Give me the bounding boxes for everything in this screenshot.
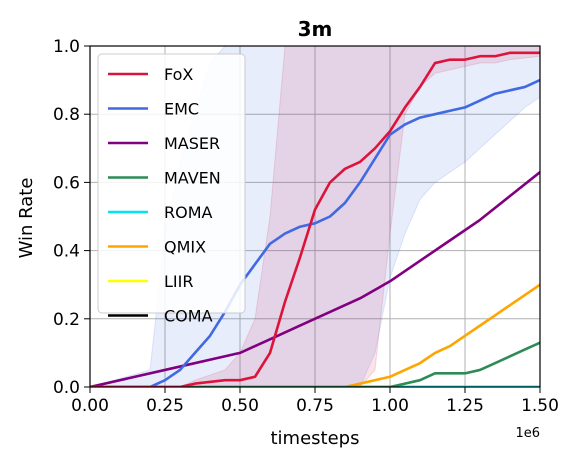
legend-label-maser: MASER: [164, 134, 220, 153]
y-tick-label-1: 0.2: [53, 310, 80, 330]
x-tick-label-1: 0.25: [146, 396, 184, 416]
x-tick-label-4: 1.00: [371, 396, 409, 416]
x-tick-label-5: 1.25: [446, 396, 484, 416]
legend-label-coma: COMA: [164, 307, 213, 326]
x-tick-label-2: 0.50: [221, 396, 259, 416]
legend: FoX EMC MASER MAVEN ROMA QMIX LIIR COMA: [97, 53, 246, 326]
band-fox: [90, 46, 540, 387]
legend-label-qmix: QMIX: [164, 238, 206, 257]
x-axis-exponent: 1e6: [515, 426, 540, 441]
chart-title: 3m: [298, 17, 333, 41]
series-line-maven: [90, 341, 540, 387]
legend-label-fox: FoX: [164, 65, 193, 84]
x-tick-label-0: 0.00: [71, 396, 109, 416]
series-line-maser: [90, 170, 540, 387]
legend-box: [97, 53, 246, 314]
series-line-fox: [90, 51, 540, 387]
legend-label-roma: ROMA: [164, 203, 213, 222]
legend-label-maven: MAVEN: [164, 169, 221, 188]
series-line-qmix: [90, 283, 540, 387]
y-tick-label-4: 0.8: [53, 105, 80, 125]
x-axis-label: timesteps: [271, 428, 360, 449]
legend-label-liir: LIIR: [164, 272, 193, 291]
y-tick-label-5: 1.0: [53, 37, 80, 57]
x-tick-label-3: 0.75: [296, 396, 334, 416]
x-tick-label-6: 1.50: [521, 396, 559, 416]
plot-area: 0.00 0.25 0.50 0.75 1.00 1.25 1.50 0.0 0.2 0.4 0.6…: [53, 37, 559, 416]
y-axis-label: Win Rate: [16, 178, 37, 259]
y-tick-label-3: 0.6: [53, 173, 80, 193]
legend-label-emc: EMC: [164, 100, 199, 119]
series-line-emc: [90, 78, 540, 387]
y-tick-label-0: 0.0: [53, 378, 80, 398]
y-tick-label-2: 0.4: [53, 242, 80, 262]
